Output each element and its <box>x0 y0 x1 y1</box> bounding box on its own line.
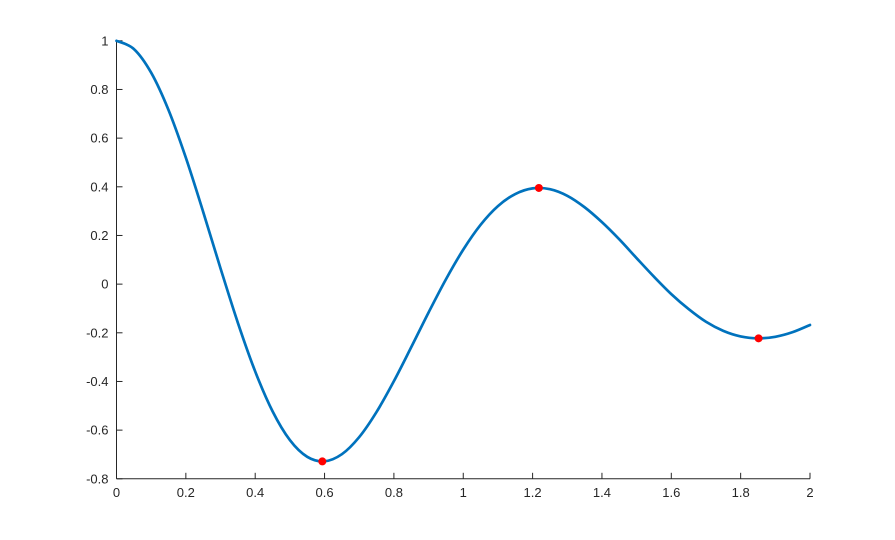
y-tick-label: -0.8 <box>86 471 108 486</box>
x-tick-label: 0.4 <box>246 485 264 500</box>
y-tick-label: 0.4 <box>90 179 108 194</box>
x-tick-label: 0 <box>113 485 120 500</box>
extremum-marker <box>754 334 763 343</box>
x-tick-label: 0.2 <box>177 485 195 500</box>
y-tick-label: -0.4 <box>86 374 108 389</box>
x-tick-label: 2 <box>806 485 813 500</box>
x-tick-label: 1.6 <box>662 485 680 500</box>
y-tick-label: 0.6 <box>90 131 108 146</box>
y-tick-label: 1 <box>101 33 108 48</box>
x-tick-label: 1 <box>460 485 467 500</box>
y-tick-label: 0.2 <box>90 228 108 243</box>
x-tick-label: 1.2 <box>524 485 542 500</box>
x-tick-label: 0.8 <box>385 485 403 500</box>
y-tick-label: -0.6 <box>86 423 108 438</box>
x-tick-label: 1.4 <box>593 485 611 500</box>
x-tick-label: 1.8 <box>732 485 750 500</box>
y-tick-label: 0 <box>101 277 108 292</box>
x-tick-label: 0.6 <box>316 485 334 500</box>
y-tick-label: 0.8 <box>90 82 108 97</box>
extremum-marker <box>318 457 327 466</box>
extremum-marker <box>534 183 543 192</box>
y-tick-label: -0.2 <box>86 325 108 340</box>
curve-line <box>115 39 812 463</box>
